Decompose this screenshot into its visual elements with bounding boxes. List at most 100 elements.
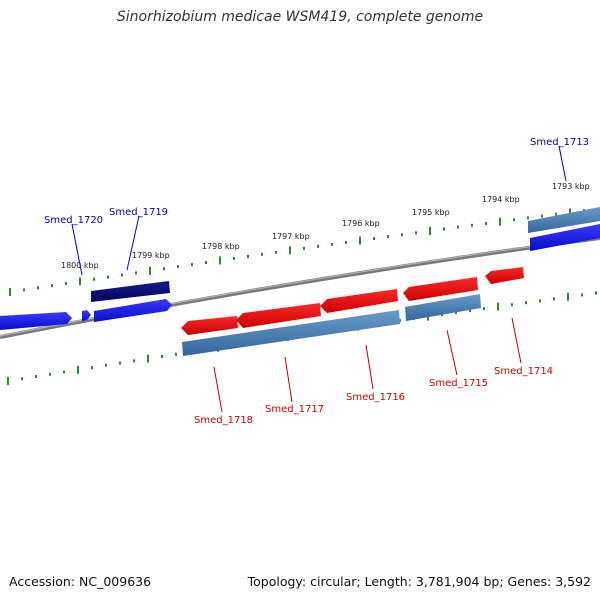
- gene-label-smed-1714[interactable]: Smed_1714: [494, 366, 553, 377]
- ruler-lower-tick: [35, 375, 37, 379]
- gene-label-smed-1717[interactable]: Smed_1717: [265, 404, 324, 415]
- gene-label-smed-1719[interactable]: Smed_1719: [109, 207, 168, 218]
- ruler-lower-tick: [147, 354, 149, 363]
- ruler-lower-tick: [105, 363, 107, 367]
- gene-feature-smed-1716[interactable]: [320, 289, 398, 313]
- ruler-upper-tick: [513, 218, 515, 222]
- rna-feature-steel-1[interactable]: [182, 310, 400, 356]
- ruler-lower-tick: [175, 352, 177, 356]
- gene-feature-smed-1713[interactable]: [530, 224, 600, 251]
- ruler-upper-tick: [485, 221, 487, 225]
- ruler-upper-tick: [261, 252, 263, 256]
- ruler-upper-tick: [205, 261, 207, 265]
- ruler-lower-tick: [497, 302, 499, 311]
- leader-line-smed-1717: [284, 356, 293, 403]
- gene-label-smed-1713[interactable]: Smed_1713: [530, 137, 589, 148]
- ruler-lower-tick: [511, 303, 513, 307]
- ruler-upper-tick: [149, 266, 151, 275]
- leader-line-smed-1713: [558, 145, 567, 182]
- ruler-lower-tick: [7, 377, 9, 385]
- ruler-upper-tick: [569, 208, 571, 217]
- gene-feature-smed-1713-steel[interactable]: [528, 207, 600, 233]
- genome-backbone: [0, 236, 600, 339]
- ruler-upper-tick: [457, 225, 459, 229]
- ruler-lower-tick: [119, 361, 121, 365]
- ruler-upper-tick: [541, 214, 543, 218]
- ruler-upper-tick: [401, 233, 403, 237]
- leader-line-smed-1714: [511, 317, 522, 364]
- leader-line-smed-1715: [446, 329, 458, 376]
- tick-label-1794: 1794 kbp: [482, 195, 520, 204]
- ruler-lower-tick: [553, 297, 555, 301]
- ruler-lower-tick: [133, 359, 135, 363]
- gene-label-smed-1716[interactable]: Smed_1716: [346, 392, 405, 403]
- gene-feature-smed-1720[interactable]: [0, 312, 72, 330]
- ruler-lower-tick: [469, 309, 471, 313]
- tick-label-1795: 1795 kbp: [412, 208, 450, 217]
- ruler-upper-tick: [107, 275, 109, 279]
- ruler-lower-tick: [581, 293, 583, 297]
- leader-line-smed-1719: [126, 215, 140, 271]
- ruler-upper-tick: [121, 273, 123, 277]
- ruler-lower-tick: [161, 354, 163, 358]
- ruler-upper-tick: [233, 256, 235, 260]
- ruler-upper-tick: [471, 223, 473, 227]
- ruler-upper-tick: [373, 237, 375, 241]
- ruler-lower-tick: [567, 292, 569, 301]
- ruler-upper-tick: [79, 277, 81, 286]
- leader-line-smed-1718: [213, 366, 223, 413]
- ruler-upper-tick: [331, 242, 333, 246]
- ruler-lower-tick: [399, 319, 401, 323]
- gene-feature-smed-1717[interactable]: [236, 303, 321, 328]
- rna-feature-steel-2[interactable]: [405, 294, 481, 321]
- gene-feature-smed-1720-small[interactable]: [82, 310, 91, 321]
- ruler-upper-tick: [387, 235, 389, 239]
- ruler-lower-tick: [539, 299, 541, 303]
- ruler-upper-tick: [191, 263, 193, 267]
- ruler-lower-tick: [49, 372, 51, 376]
- gene-feature-smed-1719-navy[interactable]: [91, 281, 170, 302]
- ruler-upper-tick: [555, 212, 557, 216]
- gene-feature-smed-1718[interactable]: [181, 316, 238, 335]
- leader-line-smed-1716: [365, 344, 374, 390]
- tick-label-1799: 1799 kbp: [132, 251, 170, 260]
- ruler-upper-tick: [415, 231, 417, 235]
- ruler-lower-tick: [77, 365, 79, 374]
- ruler-lower-tick: [91, 366, 93, 370]
- gene-label-smed-1718[interactable]: Smed_1718: [194, 415, 253, 426]
- ruler-upper-tick: [275, 250, 277, 254]
- ruler-upper-tick: [345, 240, 347, 244]
- ruler-lower-tick: [21, 377, 23, 381]
- ruler-upper-tick: [289, 246, 291, 255]
- map-title: Sinorhizobium medicae WSM419, complete g…: [116, 9, 484, 25]
- gene-feature-smed-1715[interactable]: [403, 277, 478, 301]
- ruler-upper-tick: [317, 244, 319, 248]
- ruler-lower-tick: [455, 311, 457, 315]
- gene-feature-smed-1714[interactable]: [485, 267, 524, 284]
- ruler-upper-tick: [429, 226, 431, 235]
- ruler-upper-tick: [443, 227, 445, 231]
- genome-summary-text: Topology: circular; Length: 3,781,904 bp…: [247, 574, 591, 589]
- tick-label-1798: 1798 kbp: [202, 242, 240, 251]
- gene-label-smed-1715[interactable]: Smed_1715: [429, 378, 488, 389]
- tick-label-1793: 1793 kbp: [552, 182, 590, 191]
- tick-label-1797: 1797 kbp: [272, 232, 310, 241]
- gene-label-smed-1720[interactable]: Smed_1720: [44, 215, 103, 226]
- ruler-upper-tick: [303, 246, 305, 250]
- gene-feature-smed-1719[interactable]: [94, 299, 172, 322]
- ruler-upper-tick: [163, 267, 165, 271]
- ruler-upper-tick: [51, 284, 53, 288]
- ruler-lower-tick: [525, 301, 527, 305]
- ruler-upper-tick: [23, 288, 25, 292]
- accession-text: Accession: NC_009636: [9, 574, 152, 589]
- ruler-upper-tick: [93, 277, 95, 281]
- leader-line-smed-1720: [71, 223, 83, 276]
- ruler-lower-tick: [595, 291, 597, 295]
- ruler-upper-tick: [37, 286, 39, 290]
- ruler-upper-tick: [9, 288, 11, 296]
- ruler-upper-tick: [219, 256, 221, 265]
- ruler-upper-tick: [177, 265, 179, 269]
- ruler-upper-tick: [527, 216, 529, 220]
- ruler-upper-tick: [247, 254, 249, 258]
